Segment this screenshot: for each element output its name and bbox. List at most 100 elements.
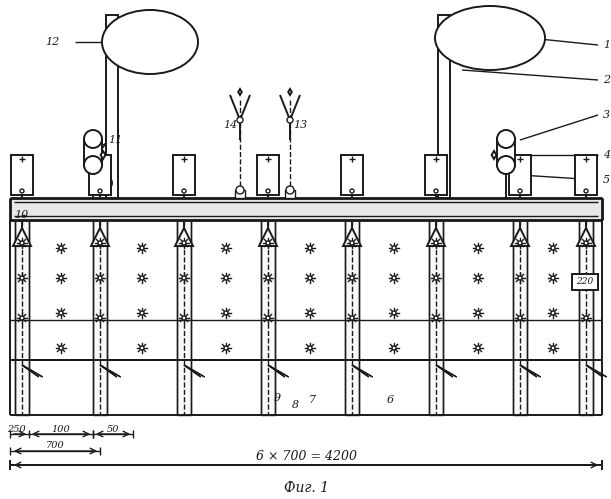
- Ellipse shape: [20, 241, 24, 245]
- Ellipse shape: [20, 316, 24, 320]
- Ellipse shape: [551, 346, 555, 350]
- Polygon shape: [511, 228, 529, 246]
- Ellipse shape: [102, 10, 198, 74]
- Ellipse shape: [20, 189, 24, 193]
- Polygon shape: [101, 151, 106, 159]
- Ellipse shape: [518, 241, 522, 245]
- Ellipse shape: [392, 311, 396, 315]
- Polygon shape: [343, 228, 361, 246]
- Text: 14: 14: [223, 120, 237, 130]
- Bar: [173, 155, 195, 195]
- Ellipse shape: [518, 276, 522, 280]
- Ellipse shape: [224, 246, 228, 250]
- Ellipse shape: [224, 311, 228, 315]
- Ellipse shape: [551, 276, 555, 280]
- Polygon shape: [91, 228, 109, 246]
- Bar: [341, 155, 363, 195]
- Bar: [15, 220, 29, 415]
- Text: Фиг. 1: Фиг. 1: [284, 481, 329, 495]
- Ellipse shape: [518, 316, 522, 320]
- Ellipse shape: [434, 241, 438, 245]
- Bar: [513, 220, 527, 415]
- Bar: [106, 15, 118, 198]
- Ellipse shape: [350, 276, 354, 280]
- Text: 13: 13: [293, 120, 307, 130]
- Ellipse shape: [98, 189, 102, 193]
- Bar: [438, 15, 450, 198]
- Bar: [575, 155, 597, 195]
- Ellipse shape: [237, 117, 243, 123]
- Polygon shape: [427, 228, 445, 246]
- Bar: [93, 220, 107, 415]
- Bar: [11, 155, 33, 195]
- Ellipse shape: [98, 316, 102, 320]
- Ellipse shape: [392, 276, 396, 280]
- Ellipse shape: [92, 175, 112, 191]
- Ellipse shape: [84, 156, 102, 174]
- Ellipse shape: [308, 346, 312, 350]
- Bar: [10, 198, 602, 220]
- Ellipse shape: [140, 346, 144, 350]
- Polygon shape: [13, 228, 31, 246]
- Ellipse shape: [392, 346, 396, 350]
- Ellipse shape: [434, 276, 438, 280]
- Bar: [429, 220, 443, 415]
- Bar: [572, 274, 598, 290]
- Ellipse shape: [308, 246, 312, 250]
- Bar: [84, 139, 102, 166]
- Ellipse shape: [434, 316, 438, 320]
- Text: 2: 2: [603, 75, 610, 85]
- Ellipse shape: [236, 186, 244, 194]
- Polygon shape: [238, 89, 242, 95]
- Ellipse shape: [584, 276, 588, 280]
- Ellipse shape: [84, 130, 102, 148]
- Ellipse shape: [476, 311, 480, 315]
- Ellipse shape: [59, 311, 63, 315]
- Ellipse shape: [140, 311, 144, 315]
- Ellipse shape: [584, 316, 588, 320]
- Bar: [261, 220, 275, 415]
- Ellipse shape: [59, 276, 63, 280]
- Ellipse shape: [140, 276, 144, 280]
- Text: 1: 1: [603, 40, 610, 50]
- Ellipse shape: [497, 156, 515, 174]
- Ellipse shape: [497, 130, 515, 148]
- Text: 8: 8: [291, 400, 299, 410]
- Polygon shape: [288, 89, 292, 95]
- Ellipse shape: [435, 6, 545, 70]
- Text: 12: 12: [45, 37, 59, 47]
- Bar: [509, 155, 531, 195]
- Polygon shape: [259, 228, 277, 246]
- Text: 250: 250: [7, 425, 26, 434]
- Text: 7: 7: [309, 395, 315, 405]
- Ellipse shape: [182, 241, 186, 245]
- Bar: [285, 190, 295, 198]
- Bar: [425, 155, 447, 195]
- Ellipse shape: [350, 241, 354, 245]
- Text: 11: 11: [108, 135, 122, 145]
- Text: 4: 4: [603, 150, 610, 160]
- Ellipse shape: [392, 246, 396, 250]
- Bar: [177, 220, 191, 415]
- Ellipse shape: [182, 189, 186, 193]
- Ellipse shape: [224, 276, 228, 280]
- Text: 100: 100: [51, 425, 70, 434]
- Ellipse shape: [182, 276, 186, 280]
- Polygon shape: [577, 228, 595, 246]
- Ellipse shape: [584, 189, 588, 193]
- Text: 700: 700: [46, 442, 64, 451]
- Ellipse shape: [224, 346, 228, 350]
- Ellipse shape: [59, 346, 63, 350]
- Ellipse shape: [266, 276, 270, 280]
- Ellipse shape: [518, 189, 522, 193]
- Bar: [235, 190, 245, 198]
- Ellipse shape: [434, 189, 438, 193]
- Bar: [345, 220, 359, 415]
- Ellipse shape: [266, 189, 270, 193]
- Text: 3: 3: [603, 110, 610, 120]
- Ellipse shape: [308, 276, 312, 280]
- Text: 220: 220: [576, 277, 594, 286]
- Ellipse shape: [59, 246, 63, 250]
- Bar: [89, 155, 111, 195]
- Ellipse shape: [266, 316, 270, 320]
